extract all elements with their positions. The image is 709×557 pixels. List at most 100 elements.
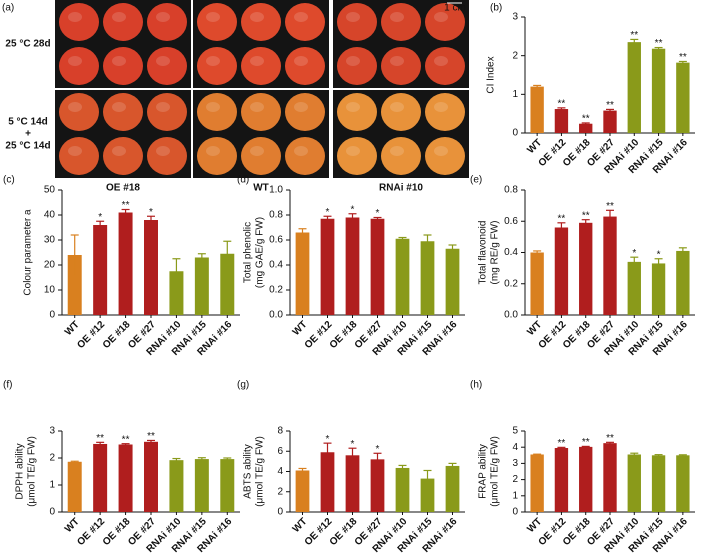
row-label: +	[25, 129, 31, 140]
y-tick-label: 10	[44, 285, 56, 296]
bar	[67, 255, 82, 315]
bar	[676, 62, 690, 134]
error-bar	[398, 464, 407, 471]
y-tick-label: 0.6	[269, 235, 283, 246]
tomato-highlight	[346, 102, 360, 112]
tomato-highlight	[346, 56, 360, 66]
error-bar	[223, 240, 232, 267]
tomato-highlight	[112, 12, 126, 22]
row-label: 5 °C 14d	[8, 117, 48, 128]
bar	[320, 218, 335, 315]
panel-label: (c)	[3, 175, 15, 186]
tomato-highlight	[68, 56, 82, 66]
tomato-highlight	[250, 56, 264, 66]
significance-label: **	[582, 210, 590, 221]
tomato-highlight	[250, 102, 264, 112]
significance-label: **	[582, 437, 590, 448]
tomato-highlight	[68, 146, 82, 156]
error-bar	[557, 222, 566, 233]
tomato	[59, 3, 99, 41]
error-bar	[348, 213, 357, 222]
tomato-highlight	[206, 56, 220, 66]
bar	[579, 446, 593, 512]
bar	[169, 271, 184, 315]
bar	[67, 461, 82, 512]
tomato	[103, 3, 143, 41]
error-bar	[448, 244, 457, 253]
tomato	[241, 3, 281, 41]
tomato	[241, 93, 281, 131]
significance-label: **	[606, 201, 614, 212]
panel-label: (d)	[237, 175, 249, 186]
significance-label: **	[122, 200, 130, 211]
y-tick-label: 50	[44, 185, 56, 196]
tomato-highlight	[346, 12, 360, 22]
error-bar	[197, 253, 206, 262]
bar	[554, 448, 569, 512]
tomato-highlight	[156, 102, 170, 112]
bar	[144, 220, 158, 315]
tomato	[425, 47, 465, 85]
y-tick-label: 0	[49, 507, 55, 518]
significance-label: **	[630, 30, 638, 41]
y-axis-label: Colour parameter a	[23, 209, 34, 296]
tomato	[59, 93, 99, 131]
error-bar	[678, 60, 687, 64]
tomato-highlight	[434, 12, 448, 22]
bar	[194, 257, 209, 315]
panel-label: (a)	[2, 3, 14, 14]
y-tick-label: 0	[512, 128, 518, 139]
bar	[370, 459, 385, 512]
tomato-highlight	[68, 102, 82, 112]
error-bar	[654, 454, 663, 456]
y-tick-label: 20	[44, 260, 56, 271]
tomato	[381, 137, 421, 175]
bar	[530, 454, 544, 512]
error-bar	[606, 209, 614, 223]
error-bar	[298, 228, 307, 237]
x-tick-label: WT	[525, 137, 544, 156]
bar	[295, 232, 310, 315]
y-axis-label: (mg GAE/g FW)	[255, 217, 266, 288]
x-tick-label: WT	[63, 516, 82, 535]
bar	[395, 238, 410, 315]
bar	[93, 225, 108, 315]
significance-label: *	[98, 212, 102, 223]
tomato-highlight	[112, 146, 126, 156]
y-axis-label: CI Index	[486, 56, 497, 93]
y-tick-label: 1	[49, 480, 55, 491]
y-tick-label: 0.4	[504, 247, 518, 258]
y-tick-label: 2	[49, 453, 55, 464]
y-tick-label: 0	[512, 507, 518, 518]
tomato	[59, 137, 99, 175]
error-bar	[223, 457, 232, 461]
y-tick-label: 0.8	[269, 210, 283, 221]
error-bar	[70, 234, 79, 275]
bar	[445, 465, 460, 512]
error-bar	[423, 234, 432, 248]
significance-label: *	[351, 204, 355, 215]
error-bar	[533, 250, 542, 255]
y-tick-label: 30	[44, 235, 56, 246]
bar	[320, 452, 335, 512]
bar	[554, 109, 569, 133]
y-tick-label: 1	[512, 490, 518, 501]
tomato-highlight	[390, 146, 404, 156]
significance-label: *	[376, 208, 380, 219]
tomato-highlight	[434, 146, 448, 156]
bar	[579, 123, 593, 133]
tomato-highlight	[68, 12, 82, 22]
error-bar	[630, 256, 639, 267]
bar	[169, 460, 184, 512]
bar	[194, 459, 209, 512]
error-bar	[423, 469, 432, 487]
error-bar	[581, 219, 590, 226]
error-bar	[678, 247, 687, 255]
x-tick-label: WT	[291, 319, 310, 338]
bar	[93, 443, 108, 512]
bar	[445, 248, 460, 315]
y-axis-label: ABTS ability	[243, 444, 254, 498]
error-bar	[197, 457, 206, 461]
tomato	[103, 93, 143, 131]
error-bar	[96, 220, 105, 229]
